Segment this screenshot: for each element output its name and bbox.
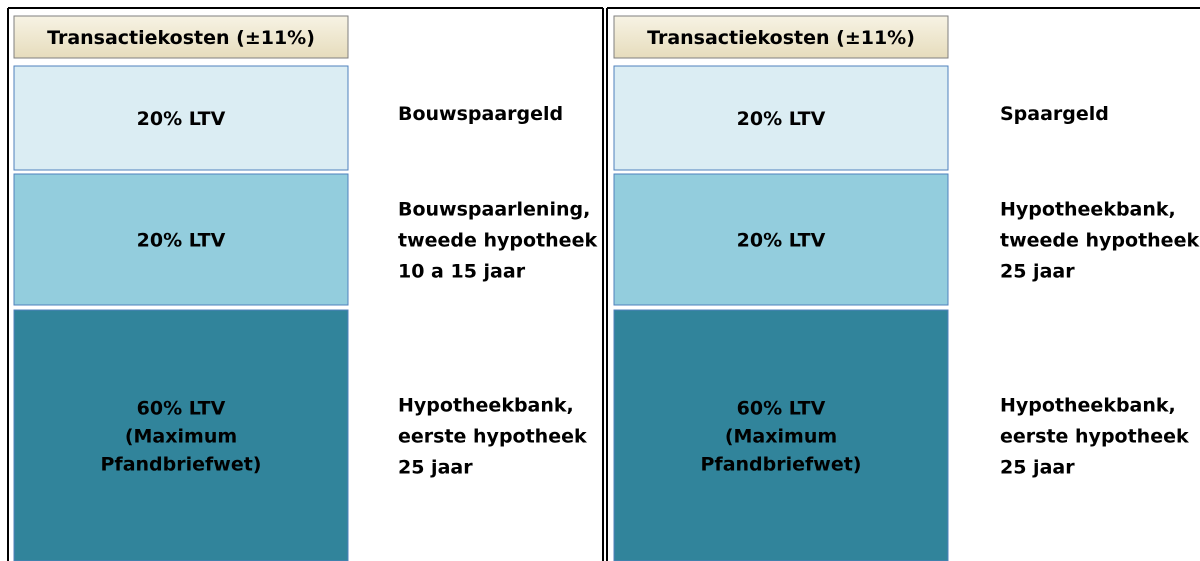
source-label: eerste hypotheek [1000, 426, 1189, 448]
source-label: 10 a 15 jaar [398, 261, 526, 283]
block-label: 20% LTV [737, 108, 826, 130]
header-box [13, 15, 349, 59]
block-label: Pfandbriefwet) [101, 454, 262, 476]
block-label: 60% LTV [737, 398, 826, 420]
source-label: Spaargeld [1000, 103, 1109, 125]
ltv-block [613, 309, 949, 561]
block-label: (Maximum [725, 426, 837, 448]
block-label: 20% LTV [737, 230, 826, 252]
ltv-block [13, 173, 349, 306]
source-label: 25 jaar [1000, 457, 1075, 479]
source-label: Bouwspaargeld [398, 103, 563, 125]
ltv-block [13, 65, 349, 171]
block-label: 60% LTV [137, 398, 226, 420]
header-label: Transactiekosten (±11%) [647, 27, 915, 49]
header-label: Transactiekosten (±11%) [47, 27, 315, 49]
block-label: 20% LTV [137, 108, 226, 130]
source-label: 25 jaar [398, 457, 473, 479]
header-box [613, 15, 949, 59]
source-label: tweede hypotheek [398, 230, 597, 252]
block-label: Pfandbriefwet) [701, 454, 862, 476]
ltv-block [13, 309, 349, 561]
source-label: Hypotheekbank, [1000, 199, 1176, 221]
source-label: Hypotheekbank, [398, 395, 574, 417]
block-label: 20% LTV [137, 230, 226, 252]
source-label: Bouwspaarlening, [398, 199, 590, 221]
source-label: eerste hypotheek [398, 426, 587, 448]
source-label: 25 jaar [1000, 261, 1075, 283]
ltv-block [613, 65, 949, 171]
source-label: tweede hypotheek [1000, 230, 1199, 252]
source-label: Hypotheekbank, [1000, 395, 1176, 417]
block-label: (Maximum [125, 426, 237, 448]
ltv-block [613, 173, 949, 306]
